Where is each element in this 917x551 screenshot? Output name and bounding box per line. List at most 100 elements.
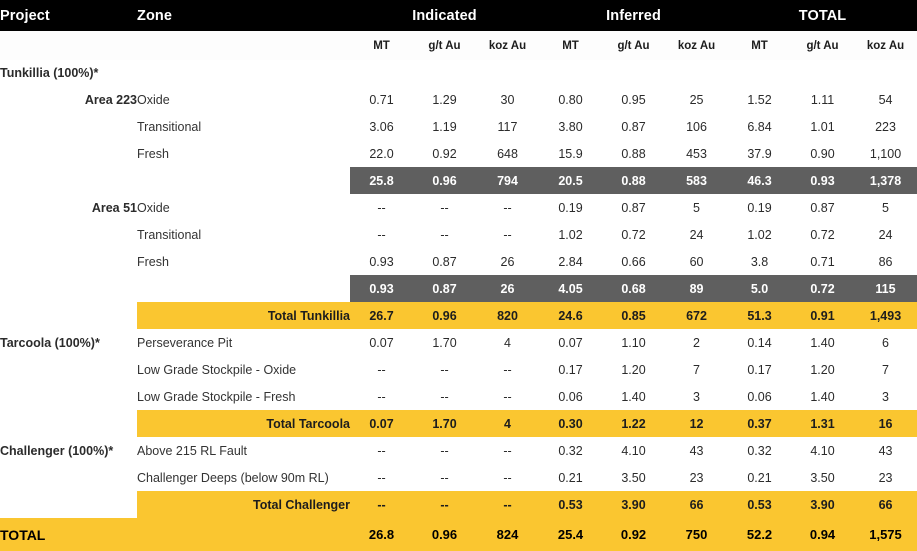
cell-value: 0.32	[728, 437, 792, 464]
cell-value: --	[476, 383, 540, 410]
cell-value: 24.6	[539, 302, 603, 329]
cell-value: 3.50	[602, 464, 666, 491]
cell-value: 1.20	[602, 356, 666, 383]
cell-project: Tarcoola (100%)*	[0, 329, 137, 356]
cell-value: 0.88	[602, 167, 666, 194]
header-unit-blank-project	[0, 31, 137, 60]
cell-zone: Challenger Deeps (below 90m RL)	[137, 464, 350, 491]
header-group-indicated: Indicated	[350, 0, 540, 31]
total-row: Total Challenger -- -- -- 0.53 3.90 66 0.53 3.90…	[0, 491, 917, 518]
table-row: Transitional 3.06 1.19 117 3.80 0.87 106 6.84 1.…	[0, 113, 917, 140]
cell-zone: Total Tarcoola	[137, 410, 350, 437]
cell-value: 1.22	[602, 410, 666, 437]
cell-value: 5	[665, 194, 729, 221]
cell-value: 3.90	[791, 491, 855, 518]
grand-total-row: TOTAL 26.8 0.96 824 25.4 0.92 750 52.2 0.94 1,575	[0, 518, 917, 551]
cell-value: 3.06	[350, 113, 413, 140]
cell-value: 51.3	[728, 302, 792, 329]
cell-value	[476, 60, 540, 86]
header-group-total: TOTAL	[728, 0, 917, 31]
cell-value	[413, 60, 476, 86]
cell-value: 3.8	[728, 248, 792, 275]
cell-project: Area 223	[0, 86, 137, 113]
cell-value: 0.17	[539, 356, 603, 383]
cell-value: --	[350, 221, 413, 248]
cell-value: 0.72	[791, 275, 855, 302]
cell-zone: Fresh	[137, 140, 350, 167]
cell-value: 6	[854, 329, 917, 356]
cell-project	[0, 383, 137, 410]
cell-value: 1.19	[413, 113, 476, 140]
cell-value: 1.02	[728, 221, 792, 248]
cell-value: 0.72	[791, 221, 855, 248]
cell-project	[0, 410, 137, 437]
cell-value: 0.93	[350, 248, 413, 275]
cell-project	[0, 167, 137, 194]
header-units-row: MT g/t Au koz Au MT g/t Au koz Au MT g/t…	[0, 31, 917, 60]
cell-value: 1.70	[413, 410, 476, 437]
cell-zone: Perseverance Pit	[137, 329, 350, 356]
header-unit-indicated-gt: g/t Au	[413, 31, 476, 60]
subtotal-row: 0.93 0.87 26 4.05 0.68 89 5.0 0.72 115	[0, 275, 917, 302]
cell-value	[602, 60, 666, 86]
header-group-inferred: Inferred	[539, 0, 729, 31]
cell-value: 3.90	[602, 491, 666, 518]
table-row: Transitional -- -- -- 1.02 0.72 24 1.02 0.72 24	[0, 221, 917, 248]
cell-value: 5.0	[728, 275, 792, 302]
cell-value: 1.52	[728, 86, 792, 113]
cell-zone: Fresh	[137, 248, 350, 275]
cell-zone	[137, 518, 350, 551]
cell-value: 1,575	[854, 518, 917, 551]
header-unit-total-mt: MT	[728, 31, 792, 60]
header-unit-inferred-mt: MT	[539, 31, 603, 60]
cell-value: 15.9	[539, 140, 603, 167]
cell-value: 24	[854, 221, 917, 248]
cell-value: 0.87	[602, 194, 666, 221]
cell-value: 26	[476, 275, 540, 302]
cell-value: 0.32	[539, 437, 603, 464]
cell-project: TOTAL	[0, 518, 137, 551]
cell-value: 46.3	[728, 167, 792, 194]
cell-value: 0.85	[602, 302, 666, 329]
cell-value: 0.17	[728, 356, 792, 383]
cell-value: 4	[476, 329, 540, 356]
cell-value: 0.53	[539, 491, 603, 518]
cell-value: --	[476, 356, 540, 383]
table-row: Challenger Deeps (below 90m RL) -- -- -- 0.2…	[0, 464, 917, 491]
cell-value: 0.94	[791, 518, 855, 551]
header-zone: Zone	[137, 0, 350, 31]
cell-value: 0.06	[728, 383, 792, 410]
cell-value: 1.40	[791, 329, 855, 356]
cell-zone: Total Challenger	[137, 491, 350, 518]
cell-value	[665, 60, 729, 86]
cell-value: 26	[476, 248, 540, 275]
cell-value: --	[413, 383, 476, 410]
cell-value: 0.96	[413, 302, 476, 329]
cell-value: 0.92	[413, 140, 476, 167]
cell-value: 453	[665, 140, 729, 167]
cell-value: 22.0	[350, 140, 413, 167]
cell-value: 23	[665, 464, 729, 491]
cell-project	[0, 140, 137, 167]
cell-value: 25	[665, 86, 729, 113]
cell-value: 820	[476, 302, 540, 329]
cell-value: 7	[854, 356, 917, 383]
cell-value: 52.2	[728, 518, 792, 551]
cell-value: 66	[665, 491, 729, 518]
cell-project: Area 51	[0, 194, 137, 221]
cell-value: 0.66	[602, 248, 666, 275]
cell-value: 43	[854, 437, 917, 464]
cell-value: 0.87	[791, 194, 855, 221]
cell-value: --	[476, 194, 540, 221]
cell-zone: Low Grade Stockpile - Fresh	[137, 383, 350, 410]
cell-value: 0.87	[413, 248, 476, 275]
cell-value: 0.92	[602, 518, 666, 551]
cell-value: 26.8	[350, 518, 413, 551]
cell-value: 0.90	[791, 140, 855, 167]
cell-zone: Total Tunkillia	[137, 302, 350, 329]
cell-value: --	[350, 194, 413, 221]
cell-value	[539, 60, 603, 86]
cell-value: 24	[665, 221, 729, 248]
cell-value: 0.80	[539, 86, 603, 113]
